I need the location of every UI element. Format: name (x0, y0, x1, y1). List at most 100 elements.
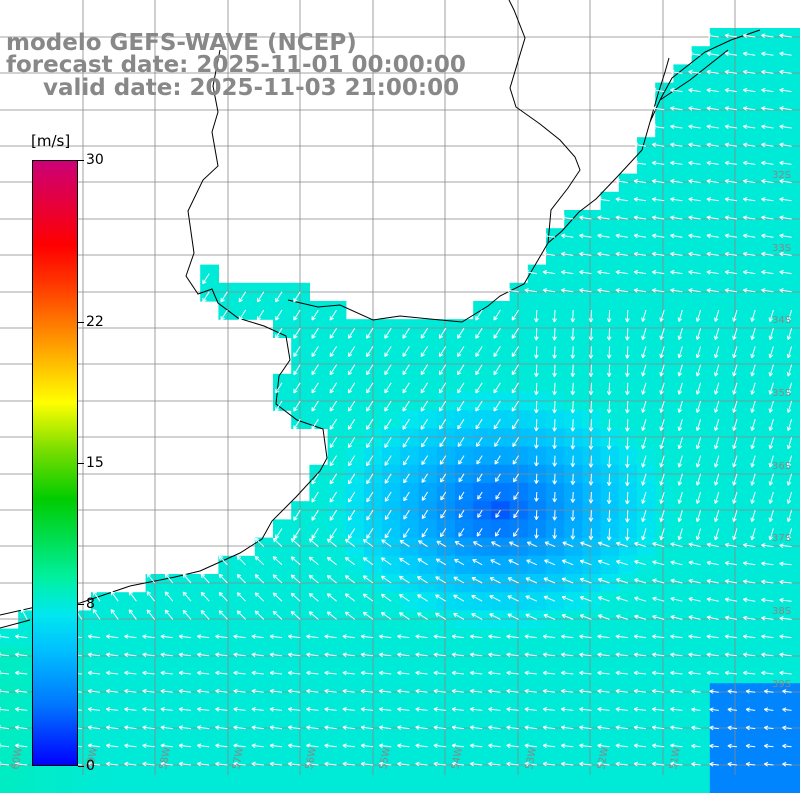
wind-arrow (524, 761, 537, 767)
wind-cell (400, 737, 420, 757)
wind-arrow (706, 124, 719, 130)
wind-cell (655, 592, 674, 611)
wind-cell (709, 628, 729, 648)
wind-cell (418, 446, 438, 466)
wind-arrow (360, 743, 374, 749)
wind-arrow (106, 743, 119, 749)
wind-cell (382, 592, 401, 611)
wind-cell (691, 173, 711, 193)
wind-arrow (534, 382, 539, 396)
wind-arrow (142, 688, 155, 694)
wind-arrow (366, 346, 374, 357)
wind-cell (546, 264, 565, 284)
wind-arrow (275, 528, 283, 539)
wind-arrow (625, 419, 630, 432)
wind-cell (564, 555, 583, 575)
wind-cell (345, 719, 365, 739)
wind-cell (673, 537, 693, 557)
wind-arrow (750, 473, 756, 486)
wind-arrow (233, 743, 246, 749)
wind-cell (746, 264, 765, 284)
wind-arrow (560, 233, 574, 239)
wind-arrow (670, 743, 683, 749)
wind-cell (254, 701, 274, 721)
wind-arrow (415, 761, 428, 767)
wind-arrow (397, 707, 410, 712)
wind-arrow (458, 528, 465, 537)
wind-cell (491, 574, 511, 593)
wind-arrow (366, 437, 374, 448)
wind-cell (600, 756, 620, 775)
wind-arrow (786, 400, 793, 413)
wind-arrow (670, 69, 683, 75)
wind-cell (564, 246, 583, 266)
wind-cell (382, 428, 401, 448)
wind-cell (764, 683, 784, 702)
wind-arrow (560, 288, 574, 293)
wind-arrow (435, 558, 447, 566)
wind-arrow (761, 269, 774, 275)
wind-cell (163, 756, 183, 775)
wind-cell (345, 446, 365, 466)
wind-arrow (634, 614, 647, 620)
wind-arrow (182, 609, 192, 620)
wind-cell (691, 737, 711, 757)
wind-arrow (507, 577, 519, 584)
wind-arrow (695, 309, 702, 322)
wind-arrow (306, 761, 319, 767)
wind-arrow (779, 178, 792, 184)
wind-arrow (488, 743, 501, 749)
wind-arrow (544, 541, 556, 548)
wind-arrow (742, 178, 756, 184)
wind-cell (418, 574, 438, 593)
wind-arrow (761, 670, 774, 676)
wind-arrow (677, 419, 683, 432)
wind-cell (473, 592, 492, 611)
wind-arrow (329, 473, 338, 485)
wind-cell (764, 119, 784, 138)
wind-cell (527, 628, 547, 648)
wind-cell (564, 228, 583, 247)
wind-arrow (732, 510, 738, 523)
wind-arrow (561, 613, 574, 620)
wind-cell (91, 610, 110, 630)
wind-cell (18, 774, 37, 793)
wind-arrow (269, 725, 283, 730)
wind-cell (637, 756, 656, 775)
wind-cell (564, 756, 583, 775)
wind-arrow (472, 541, 483, 548)
wind-arrow (659, 419, 665, 432)
wind-cell (764, 137, 784, 156)
wind-arrow (251, 652, 264, 658)
wind-cell (491, 428, 511, 448)
wind-cell (436, 628, 456, 648)
wind-cell (491, 319, 511, 338)
wind-arrow (695, 400, 702, 413)
wind-cell (436, 428, 456, 448)
wind-cell (746, 574, 765, 593)
wind-arrow (670, 160, 683, 166)
wind-arrow (768, 437, 774, 450)
wind-arrow (761, 51, 774, 57)
wind-cell (564, 701, 583, 721)
wind-cell (436, 410, 456, 429)
wind-cell (327, 446, 347, 466)
wind-cell (291, 355, 310, 375)
wind-arrow (236, 574, 246, 584)
wind-cell (527, 665, 547, 684)
wind-arrow (597, 670, 610, 676)
wind-arrow (493, 382, 501, 394)
wind-arrow (542, 251, 556, 257)
wind-cell (691, 137, 711, 156)
wind-cell (764, 701, 784, 721)
wind-cell (509, 301, 529, 320)
colorbar-tick-mark (78, 463, 84, 464)
wind-arrow (706, 560, 719, 566)
wind-arrow (706, 670, 719, 676)
wind-arrow (670, 87, 683, 93)
wind-cell (163, 628, 183, 648)
wind-arrow (625, 510, 630, 523)
wind-cell (527, 774, 547, 793)
wind-arrow (511, 382, 520, 394)
